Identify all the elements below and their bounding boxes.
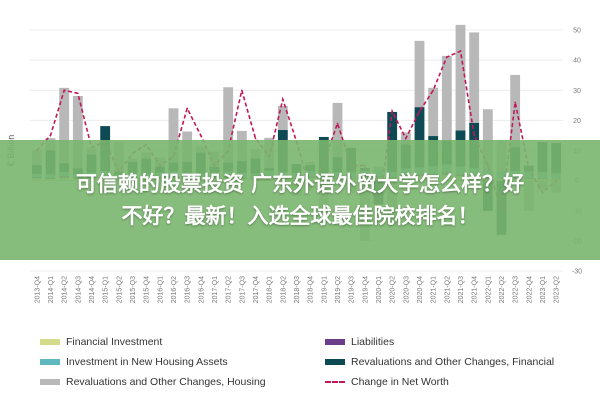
- x-tick-label: 2022-Q4: [526, 276, 533, 303]
- net-worth-point: [63, 89, 65, 92]
- x-tick-label: 2021-Q4: [472, 276, 479, 303]
- y-tick-label: 30: [573, 88, 581, 95]
- x-tick-label: 2016-Q2: [171, 276, 178, 303]
- net-worth-point: [241, 89, 243, 92]
- banner-line-1: 可信赖的股票投资 广东外语外贸大学怎么样？好: [75, 172, 525, 196]
- net-worth-point: [473, 134, 475, 137]
- x-tick-label: 2016-Q1: [157, 276, 164, 303]
- bar-segment: [428, 87, 439, 137]
- net-worth-point: [49, 134, 52, 137]
- bar-segment: [414, 107, 425, 168]
- net-worth-point: [254, 137, 257, 140]
- legend-label: Liabilities: [351, 336, 395, 348]
- x-tick-label: 2018-Q2: [280, 276, 287, 303]
- x-tick-label: 2015-Q4: [144, 276, 151, 303]
- x-tick-label: 2020-Q3: [403, 276, 410, 303]
- overlay-banner: 可信赖的股票投资 广东外语外贸大学怎么样？好 不好？最新！入选全球最佳院校排名！: [0, 140, 600, 260]
- legend-label: Revaluations and Other Changes, Financia…: [351, 356, 555, 368]
- legend-swatch: [40, 339, 60, 345]
- x-tick-label: 2021-Q3: [458, 276, 465, 303]
- bar-segment: [72, 95, 83, 169]
- legend-swatch: [325, 339, 345, 345]
- legend-item-revaluations-financial: Revaluations and Other Changes, Financia…: [325, 356, 554, 368]
- y-tick-label: 40: [573, 58, 581, 65]
- legend-item-liabilities: Liabilities: [325, 336, 394, 348]
- net-worth-point: [418, 110, 421, 113]
- x-tick-label: 2016-Q4: [198, 276, 205, 303]
- net-worth-point: [446, 56, 448, 58]
- bar-segment: [482, 109, 493, 170]
- x-tick-label: 2022-Q2: [499, 276, 506, 303]
- bar-segment: [441, 55, 452, 141]
- y-tick-label: 20: [573, 118, 581, 125]
- legend-item-revaluations-housing: Revaluations and Other Changes, Housing: [40, 376, 266, 388]
- x-tick-label: 2013-Q4: [34, 276, 41, 303]
- x-tick-label: 2023-Q1: [540, 276, 547, 303]
- x-tick-label: 2014-Q3: [75, 276, 82, 303]
- legend-dash: [325, 381, 345, 383]
- net-worth-point: [514, 101, 516, 104]
- bar-segment: [168, 108, 179, 163]
- banner-line-2: 不好？最新！入选全球最佳院校排名！: [121, 204, 479, 228]
- chart-legend: Financial Investment Liabilities Investm…: [40, 334, 600, 394]
- x-tick-label: 2014-Q2: [62, 276, 69, 303]
- net-worth-point: [391, 110, 393, 113]
- y-tick-label: -30: [572, 269, 582, 276]
- x-tick-label: 2022-Q3: [513, 276, 520, 303]
- x-tick-label: 2023-Q2: [554, 276, 561, 303]
- bar-segment: [277, 105, 288, 131]
- x-tick-label: 2018-Q3: [294, 276, 301, 303]
- legend-swatch: [40, 359, 60, 365]
- bar-segment: [414, 40, 425, 108]
- net-worth-point: [282, 98, 284, 101]
- net-worth-point: [432, 89, 434, 92]
- legend-swatch: [325, 359, 345, 365]
- legend-item-investment-new-housing: Investment in New Housing Assets: [40, 356, 228, 368]
- x-tick-label: 2021-Q2: [444, 276, 451, 303]
- x-tick-label: 2019-Q1: [321, 276, 328, 303]
- x-tick-label: 2015-Q3: [130, 276, 137, 303]
- x-tick-label: 2020-Q4: [417, 276, 424, 303]
- x-tick-label: 2019-Q3: [349, 276, 356, 303]
- legend-label: Change in Net Worth: [351, 376, 449, 388]
- x-tick-label: 2019-Q4: [362, 276, 369, 303]
- net-worth-point: [186, 107, 188, 110]
- x-tick-label: 2022-Q1: [485, 276, 492, 303]
- net-worth-point: [336, 122, 339, 125]
- legend-item-change-net-worth: Change in Net Worth: [325, 376, 449, 388]
- legend-swatch: [40, 379, 60, 385]
- x-tick-label: 2015-Q2: [116, 276, 123, 303]
- net-worth-point: [405, 137, 407, 140]
- bar-segment: [332, 102, 343, 158]
- bar-segment: [469, 32, 480, 123]
- x-tick-label: 2018-Q4: [308, 276, 315, 303]
- x-tick-label: 2020-Q2: [390, 276, 397, 303]
- bar-segment: [510, 74, 521, 148]
- y-tick-label: 50: [573, 28, 581, 35]
- x-tick-label: 2017-Q1: [212, 276, 219, 303]
- x-tick-label: 2017-Q2: [226, 276, 233, 303]
- x-tick-label: 2017-Q4: [253, 276, 260, 303]
- x-tick-label: 2018-Q1: [267, 276, 274, 303]
- legend-item-financial-investment: Financial Investment: [40, 336, 162, 348]
- legend-label: Financial Investment: [66, 336, 163, 348]
- net-worth-point: [77, 92, 79, 95]
- x-tick-label: 2015-Q1: [103, 276, 110, 303]
- net-worth-point: [200, 134, 202, 137]
- legend-label: Investment in New Housing Assets: [66, 356, 228, 368]
- x-tick-label: 2016-Q3: [185, 276, 192, 303]
- bar-segment: [223, 87, 234, 163]
- x-tick-label: 2014-Q4: [89, 276, 96, 303]
- x-tick-label: 2020-Q1: [376, 276, 383, 303]
- bar-segment: [455, 24, 466, 131]
- net-worth-point: [459, 50, 462, 52]
- legend-label: Revaluations and Other Changes, Housing: [66, 376, 266, 388]
- x-tick-label: 2017-Q3: [239, 276, 246, 303]
- x-tick-label: 2019-Q2: [335, 276, 342, 303]
- x-tick-label: 2014-Q1: [48, 276, 55, 303]
- bar-segment: [59, 87, 70, 164]
- x-tick-label: 2021-Q1: [431, 276, 438, 303]
